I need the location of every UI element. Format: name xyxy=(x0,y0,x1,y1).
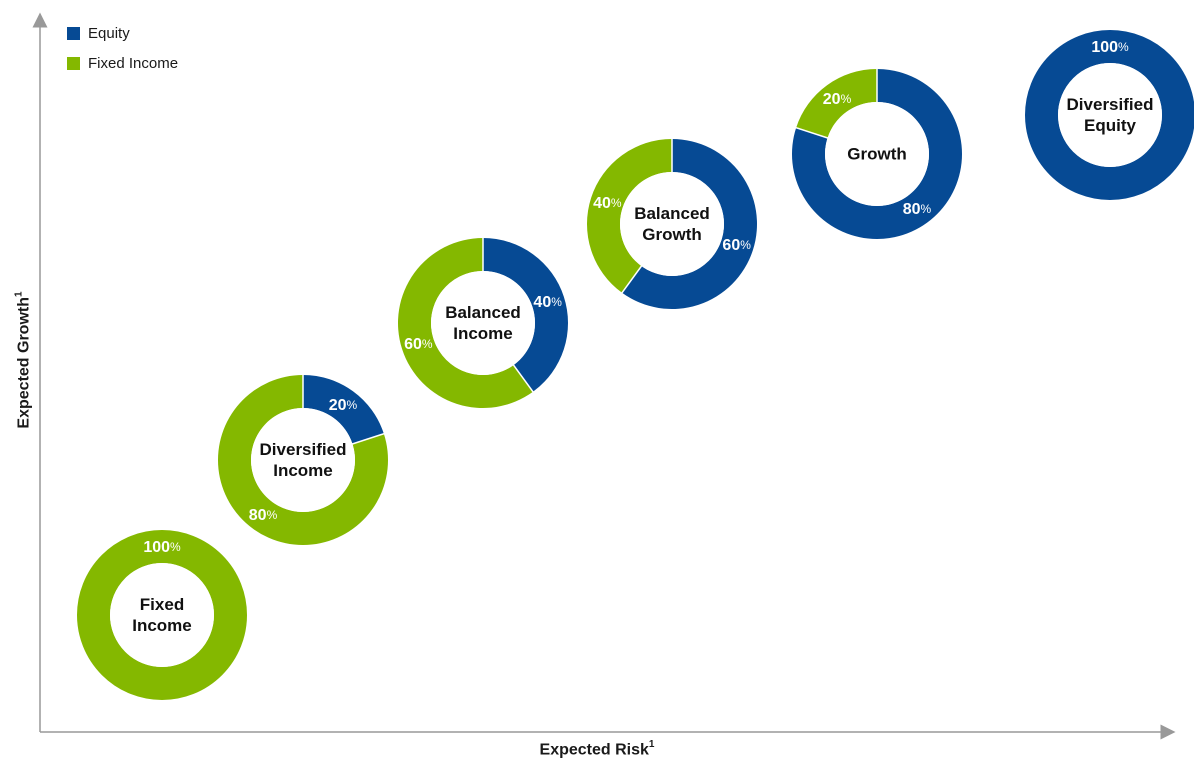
portfolio-name: Balanced Income xyxy=(445,303,521,343)
slice-fixed-income xyxy=(398,238,533,408)
donut-1: Diversified Income 20% 80% xyxy=(218,374,389,545)
slice-separator xyxy=(794,126,829,139)
slice-separator xyxy=(620,264,643,295)
portfolio-name: Balanced Growth xyxy=(634,204,710,244)
fixed-income-percent-label: 80% xyxy=(249,507,278,524)
y-axis-label: Expected Growth1 xyxy=(13,291,33,429)
slice-equity xyxy=(622,139,758,309)
slice-equity xyxy=(792,69,963,239)
slice-fixed-income xyxy=(77,530,247,700)
slice-fixed-income xyxy=(218,375,389,545)
legend-label-equity: Equity xyxy=(88,24,130,42)
donut-2: Balanced Income 40% 60% xyxy=(398,237,569,408)
legend-swatch-fixed-income xyxy=(67,56,80,70)
x-axis-label-text: Expected Risk xyxy=(539,741,649,759)
equity-percent-label: 40% xyxy=(533,293,562,310)
x-axis-label: Expected Risk1 xyxy=(0,739,1194,759)
slice-fixed-income xyxy=(796,69,877,138)
donut-4: Growth 80% 20% xyxy=(792,68,963,239)
donut-0: Fixed Income 100% xyxy=(77,530,247,700)
donut-hole xyxy=(251,408,355,512)
legend-item-equity: Equity xyxy=(67,24,178,42)
portfolio-name: Diversified Income xyxy=(260,440,347,480)
fixed-income-percent-label: 20% xyxy=(823,90,852,107)
legend-label-fixed-income: Fixed Income xyxy=(88,54,179,72)
equity-percent-label: 20% xyxy=(329,396,358,413)
legend-item-fixed-income: Fixed Income xyxy=(67,54,178,72)
equity-percent-label: 60% xyxy=(722,237,751,254)
legend-swatch-equity xyxy=(67,26,80,40)
equity-percent-label: 100% xyxy=(1091,39,1129,56)
donut-group: Fixed Income 100% Diversified Income 20% 80% Ba… xyxy=(77,30,1194,700)
y-axis-footnote: 1 xyxy=(13,291,25,297)
y-axis-label-text: Expected Growth xyxy=(15,296,33,429)
portfolio-name: Fixed Income xyxy=(132,595,192,635)
fixed-income-percent-label: 60% xyxy=(404,336,433,353)
portfolio-name: Growth xyxy=(847,145,907,164)
donut-hole xyxy=(431,271,535,375)
slice-separator xyxy=(351,432,386,445)
x-axis-footnote: 1 xyxy=(648,739,655,750)
donut-hole xyxy=(1058,63,1162,167)
slice-equity xyxy=(483,238,569,392)
legend: Equity Fixed Income xyxy=(67,24,178,84)
donut-hole xyxy=(825,102,929,206)
slice-equity xyxy=(1025,30,1194,200)
donut-5: Diversified Equity 100% xyxy=(1025,30,1194,200)
y-axis-label-wrap: Expected Growth1 xyxy=(4,150,44,570)
slice-separator xyxy=(512,363,535,394)
portfolio-name: Diversified Equity xyxy=(1067,95,1154,135)
donut-hole xyxy=(620,172,724,276)
fixed-income-percent-label: 100% xyxy=(143,539,181,556)
donut-hole xyxy=(110,563,214,667)
slice-equity xyxy=(303,375,384,444)
fixed-income-percent-label: 40% xyxy=(593,194,622,211)
donut-3: Balanced Growth 60% 40% xyxy=(587,138,758,309)
slice-fixed-income xyxy=(587,139,672,293)
equity-percent-label: 80% xyxy=(903,201,932,218)
